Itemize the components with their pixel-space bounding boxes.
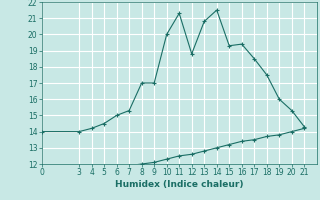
X-axis label: Humidex (Indice chaleur): Humidex (Indice chaleur) bbox=[115, 180, 244, 189]
